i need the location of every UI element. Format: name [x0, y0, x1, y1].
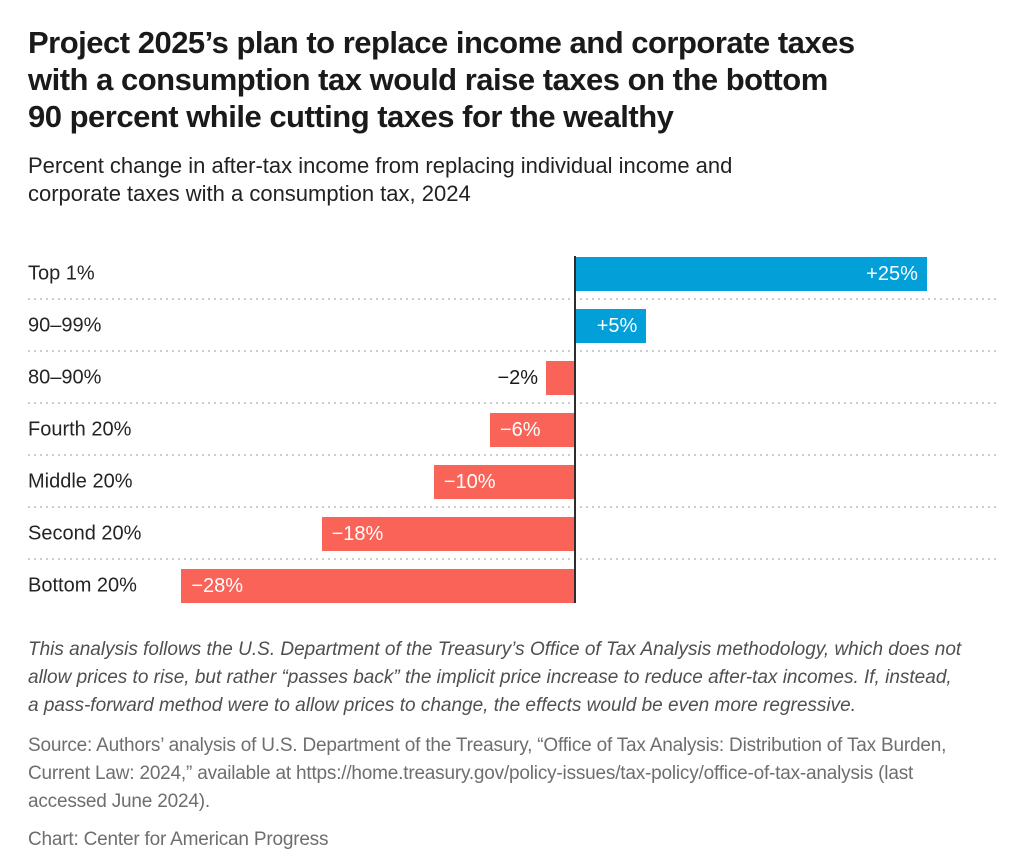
- value-label-top-1: +25%: [866, 263, 918, 285]
- bar-90-99: [576, 309, 647, 343]
- category-label-second-20: Second 20%: [28, 522, 142, 545]
- credit-text: Chart: Center for American Progress: [28, 829, 329, 850]
- chart-row-second-20: Second 20% −18%: [28, 508, 996, 560]
- chart-row-90-99: 90–99% +5%: [28, 300, 996, 352]
- category-label-fourth-20: Fourth 20%: [28, 418, 132, 441]
- value-label-bottom-20: −28%: [191, 575, 244, 597]
- methodology-note: This analysis follows the U.S. Departmen…: [28, 639, 962, 716]
- source-text: Source: Authors’ analysis of U.S. Depart…: [28, 735, 947, 812]
- bar-80-90: [546, 361, 575, 395]
- chart-subtitle: Percent change in after-tax income from …: [28, 153, 733, 206]
- category-label-middle-20: Middle 20%: [28, 470, 133, 493]
- bar-top-1: [576, 257, 927, 291]
- chart-title: Project 2025’s plan to replace income an…: [28, 25, 855, 134]
- category-label-80-90: 80–90%: [28, 366, 102, 389]
- value-label-90-99: +5%: [596, 315, 638, 337]
- chart-row-middle-20: Middle 20% −10%: [28, 456, 996, 508]
- chart-row-top-1: Top 1% +25%: [28, 248, 996, 300]
- value-label-fourth-20: −6%: [499, 419, 541, 441]
- bar-second-20: [321, 517, 575, 551]
- value-label-middle-20: −10%: [443, 471, 496, 493]
- zero-axis-line: [574, 256, 577, 603]
- category-label-90-99: 90–99%: [28, 314, 102, 337]
- bar-chart: Top 1% +25% 90–99% +5% 80–90% −2% Fourth 20% −6…: [28, 248, 996, 612]
- bar-fourth-20: [489, 413, 575, 447]
- value-label-second-20: −18%: [331, 523, 384, 545]
- bar-middle-20: [433, 465, 575, 499]
- category-label-bottom-20: Bottom 20%: [28, 574, 137, 597]
- chart-row-bottom-20: Bottom 20% −28%: [28, 560, 996, 612]
- chart-row-fourth-20: Fourth 20% −6%: [28, 404, 996, 456]
- value-label-80-90: −2%: [497, 367, 539, 389]
- bar-bottom-20: [181, 569, 575, 603]
- category-label-top-1: Top 1%: [28, 262, 95, 285]
- chart-row-80-90: 80–90% −2%: [28, 352, 996, 404]
